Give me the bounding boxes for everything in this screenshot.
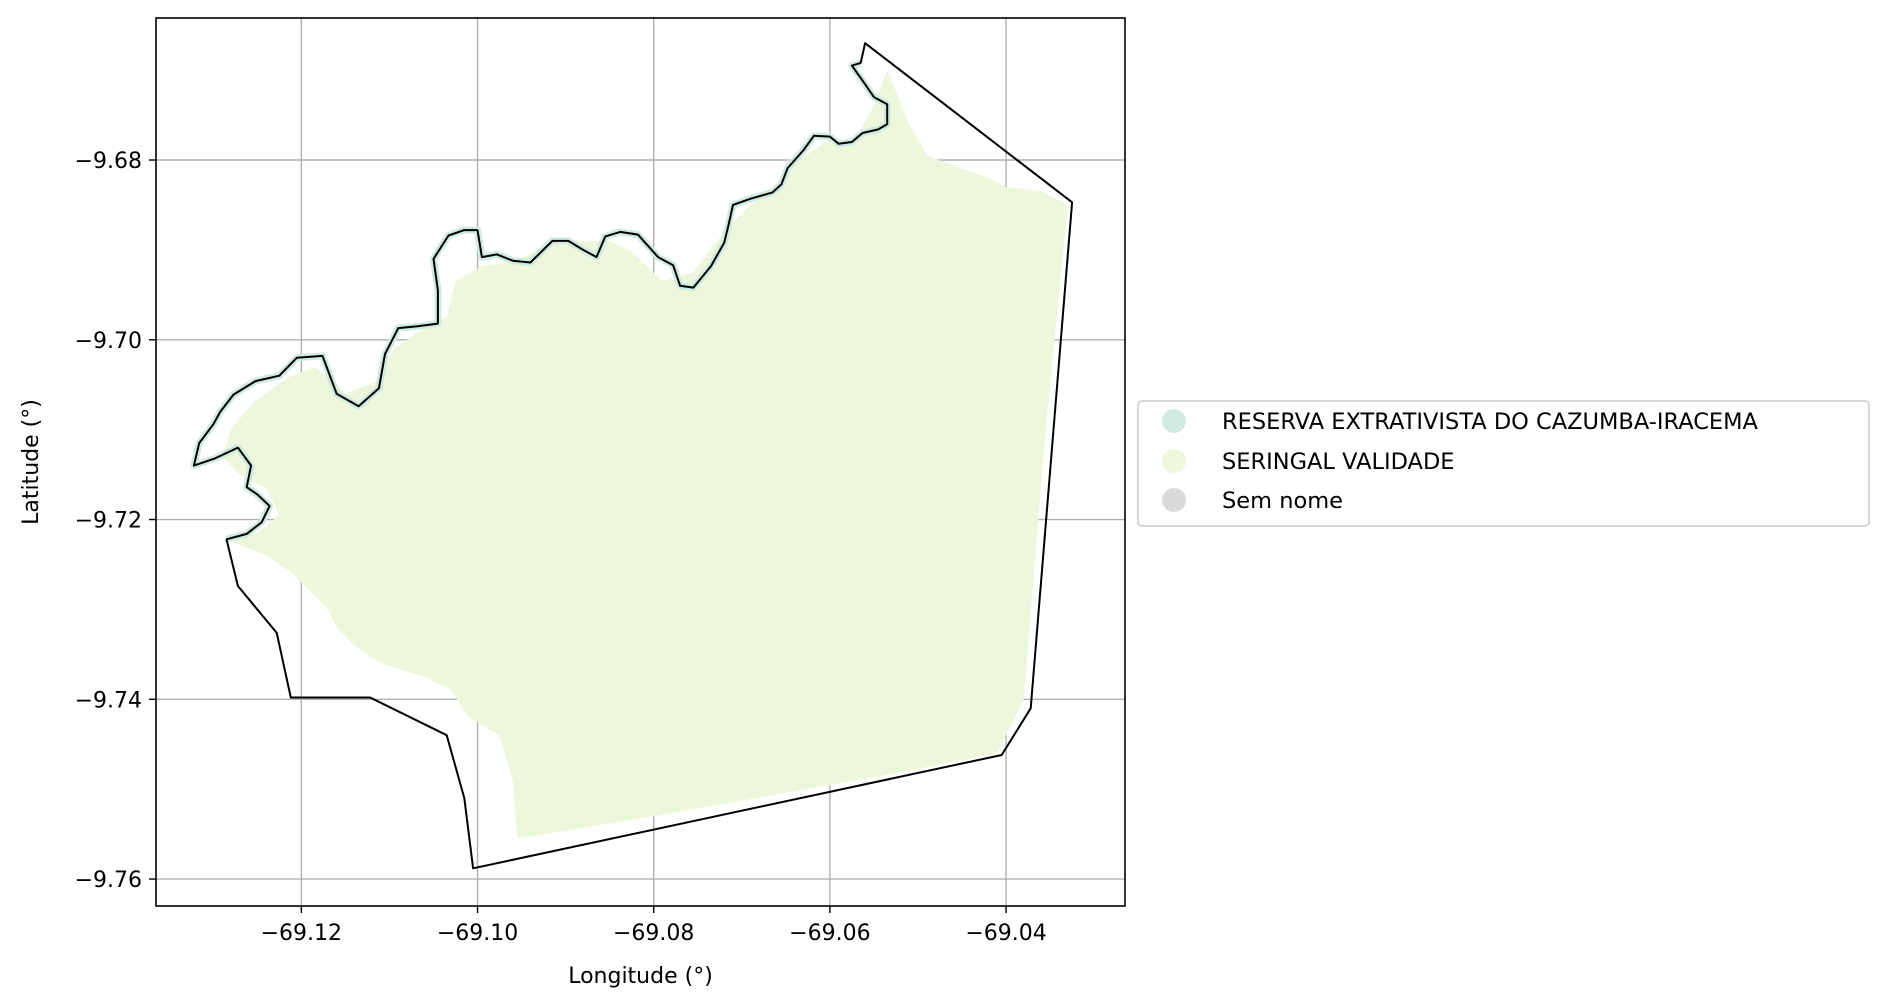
x-tick-label: −69.04 [965, 921, 1046, 946]
x-tick-label: −69.06 [789, 921, 870, 946]
legend-marker-seringal [1162, 449, 1186, 473]
x-tick-label: −69.10 [437, 921, 518, 946]
plot-frame [155, 17, 1126, 907]
reserva-outline-polygon [192, 42, 1074, 870]
seringal-validade-area [222, 70, 1068, 839]
x-axis-title: Longitude (°) [568, 964, 713, 989]
y-tick-label: −9.72 [75, 509, 142, 534]
legend-label-reserva: RESERVA EXTRATIVISTA DO CAZUMBA-IRACEMA [1222, 409, 1759, 435]
reserva-boundary [190, 42, 1074, 870]
legend-box [1137, 400, 1870, 527]
legend-marker-reserva [1162, 409, 1186, 433]
y-tick-label: −9.74 [75, 688, 142, 713]
legend: RESERVA EXTRATIVISTA DO CAZUMBA-IRACEMA … [1137, 400, 1870, 527]
y-axis-title: Latitude (°) [19, 399, 44, 525]
legend-label-seringal: SERINGAL VALIDADE [1222, 449, 1455, 475]
x-tick-label: −69.08 [613, 921, 694, 946]
y-tick-label: −9.68 [75, 149, 142, 174]
x-tick-label: −69.12 [261, 921, 342, 946]
x-axis-ticks: −69.12 −69.10 −69.08 −69.06 −69.04 [261, 906, 1047, 946]
y-tick-label: −9.76 [75, 868, 142, 893]
seringal-validade-polygon [222, 70, 1068, 839]
legend-label-sem-nome: Sem nome [1222, 488, 1343, 514]
legend-marker-sem-nome [1162, 488, 1186, 512]
y-tick-label: −9.70 [75, 329, 142, 354]
y-axis-ticks: −9.68 −9.70 −9.72 −9.74 −9.76 [75, 149, 156, 893]
